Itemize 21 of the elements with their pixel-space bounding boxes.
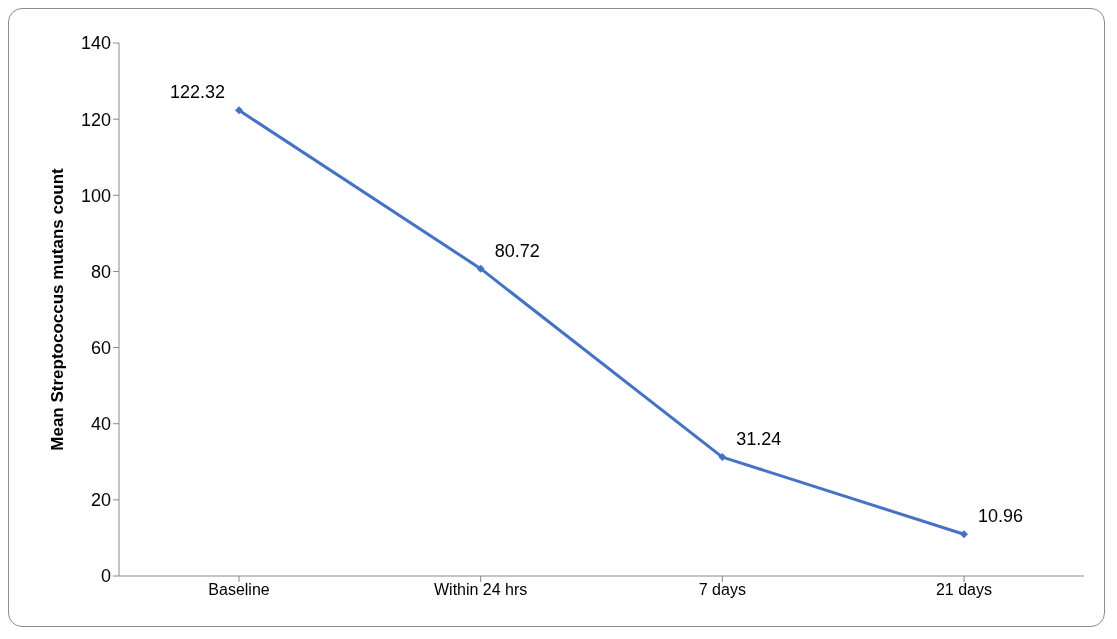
y-tick-label: 60: [90, 337, 111, 358]
point: [960, 530, 968, 539]
point: [718, 453, 727, 462]
point: [235, 106, 243, 115]
y-axis-title: Mean Streptococcus mutans count: [48, 167, 68, 451]
point: [476, 264, 485, 273]
y-tick-label: 0: [100, 566, 111, 587]
data-label: 31.24: [736, 429, 782, 450]
data-label: 122.32: [169, 82, 225, 103]
y-tick-label: 140: [80, 33, 111, 54]
data-label: 80.72: [494, 240, 540, 261]
y-tick-label: 120: [80, 109, 111, 130]
x-tick-label: Within 24 hrs: [433, 581, 528, 599]
x-tick-label: 21 days: [935, 581, 993, 599]
y-tick-label: 20: [90, 490, 111, 511]
x-tick-label: Baseline: [208, 581, 270, 599]
y-tick-label: 100: [80, 185, 111, 206]
x-tick-label: 7 days: [698, 581, 746, 599]
y-tick-label: 40: [90, 414, 111, 435]
data-label: 10.96: [978, 506, 1024, 527]
y-tick-label: 80: [90, 261, 111, 282]
